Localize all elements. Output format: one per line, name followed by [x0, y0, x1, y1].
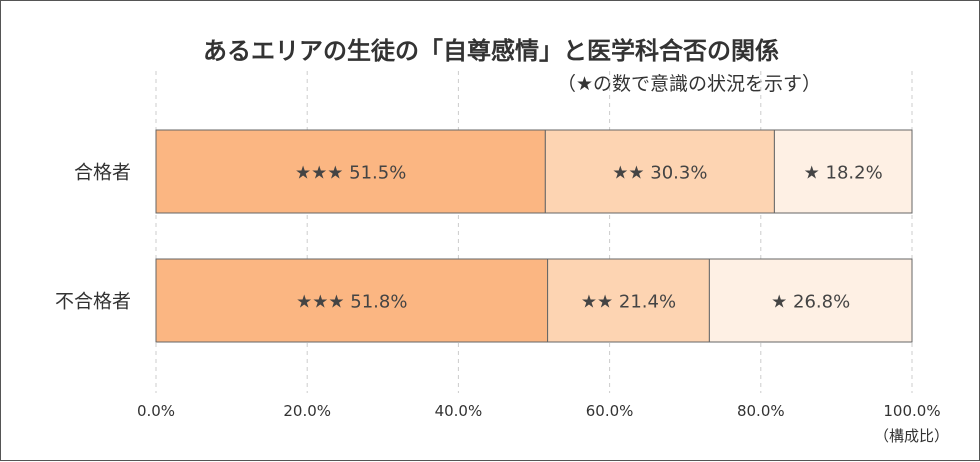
bar-segment	[547, 258, 710, 343]
data-label: ★★★ 51.5%	[295, 163, 406, 184]
x-tick-label: 80.0%	[737, 402, 785, 420]
bar-segment	[773, 129, 913, 214]
data-label: ★★ 21.4%	[581, 292, 676, 313]
chart-subtitle: （★の数で意識の状況を示す）	[556, 73, 821, 95]
x-axis-unit-label: （構成比）	[873, 427, 949, 445]
x-tick-label: 60.0%	[586, 402, 634, 420]
x-tick-label: 40.0%	[435, 402, 483, 420]
data-label: ★★★ 51.8%	[296, 292, 407, 313]
bar-segment	[708, 258, 913, 343]
bar-segment	[544, 129, 775, 214]
data-label: ★ 26.8%	[771, 292, 850, 313]
x-tick-label: 100.0%	[883, 402, 940, 420]
x-tick-label: 20.0%	[283, 402, 331, 420]
category-label: 合格者	[74, 162, 131, 184]
data-label: ★ 18.2%	[804, 163, 883, 184]
bar-segment	[155, 258, 549, 343]
data-label: ★★ 30.3%	[612, 163, 707, 184]
category-label: 不合格者	[55, 291, 131, 313]
chart-title: あるエリアの生徒の「自尊感情」と医学科合否の関係	[203, 37, 779, 65]
x-tick-label: 0.0%	[137, 402, 175, 420]
